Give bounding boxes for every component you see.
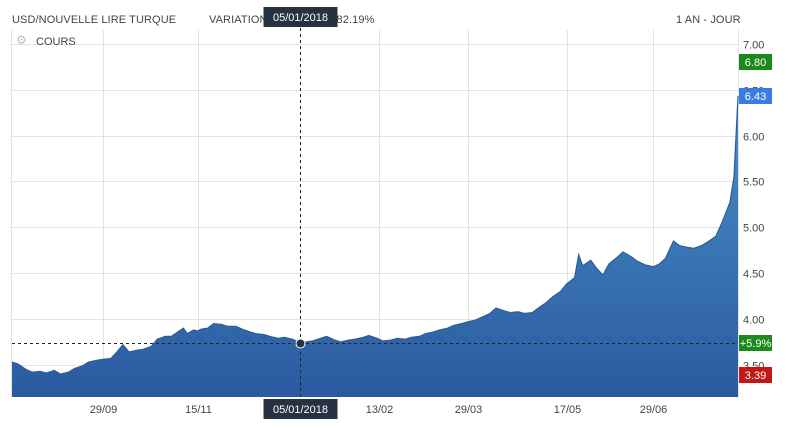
x-tick-label: 15/11 [185,404,212,416]
x-tick-label: 17/05 [554,404,582,416]
variation-label: VARIATION [209,14,268,26]
high-value-badge: 6.80 [745,57,766,69]
pair-title: USD/NOUVELLE LIRE TURQUE [12,14,177,26]
crosshair-overlay: 05/01/2018 05/01/2018 6.80 6.43 3.39 +5.9% [12,7,772,419]
low-value-badge: 3.39 [745,370,766,382]
x-tick-label: 29/03 [455,404,483,416]
x-tick-label: 29/06 [640,404,668,416]
y-tick-label: 5.50 [743,177,764,189]
high-value-badge-box [739,54,772,70]
y-tick-label: 4.50 [743,269,764,281]
y-tick-label: 5.00 [743,223,764,235]
last-price-badge: 6.43 [745,91,766,103]
period-selector[interactable]: 1 AN - JOUR [676,14,741,26]
x-tick-label: 29/09 [90,404,118,416]
series-label: COURS [36,36,76,48]
crosshair-date-top: 05/01/2018 [273,12,328,24]
price-area [11,96,739,397]
gear-icon[interactable]: ⚙ [16,33,27,47]
low-value-badge-box [739,367,772,383]
change-badge-box [739,335,772,351]
price-area-fill [12,96,738,397]
y-tick-label: 6.00 [743,132,764,144]
axes: 3.504.004.505.005.506.006.507.0029/0915/… [90,40,765,417]
y-tick-label: 7.00 [743,40,764,52]
last-price-badge-box [739,88,772,104]
variation-value: +82.19% [330,14,375,26]
y-tick-label: 4.00 [743,315,764,327]
chart-header: USD/NOUVELLE LIRE TURQUE VARIATION +82.1… [0,0,806,30]
crosshair-date-bottom: 05/01/2018 [273,404,328,416]
grid [11,30,739,397]
crosshair-date-bottom-box [263,399,338,419]
change-badge: +5.9% [740,338,772,350]
crosshair-date-top-box [263,7,338,27]
price-line [11,96,739,375]
x-tick-label: 13/02 [366,404,394,416]
crosshair-point [295,338,306,349]
